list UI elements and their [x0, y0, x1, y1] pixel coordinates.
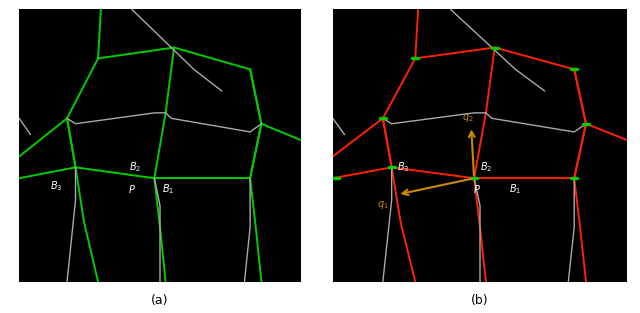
Text: $B_3$: $B_3$	[397, 161, 410, 174]
Text: $B_1$: $B_1$	[509, 182, 522, 196]
Text: $B_2$: $B_2$	[480, 161, 492, 174]
Text: (a): (a)	[151, 294, 169, 307]
Text: $B_2$: $B_2$	[129, 161, 141, 174]
Text: $B_3$: $B_3$	[49, 179, 62, 193]
Text: $B_1$: $B_1$	[163, 182, 175, 196]
Text: (b): (b)	[471, 294, 489, 307]
Text: $P$: $P$	[473, 183, 481, 195]
Text: $q_2$: $q_2$	[462, 112, 474, 124]
Text: $P$: $P$	[128, 183, 136, 195]
Text: $q_1$: $q_1$	[377, 199, 388, 212]
